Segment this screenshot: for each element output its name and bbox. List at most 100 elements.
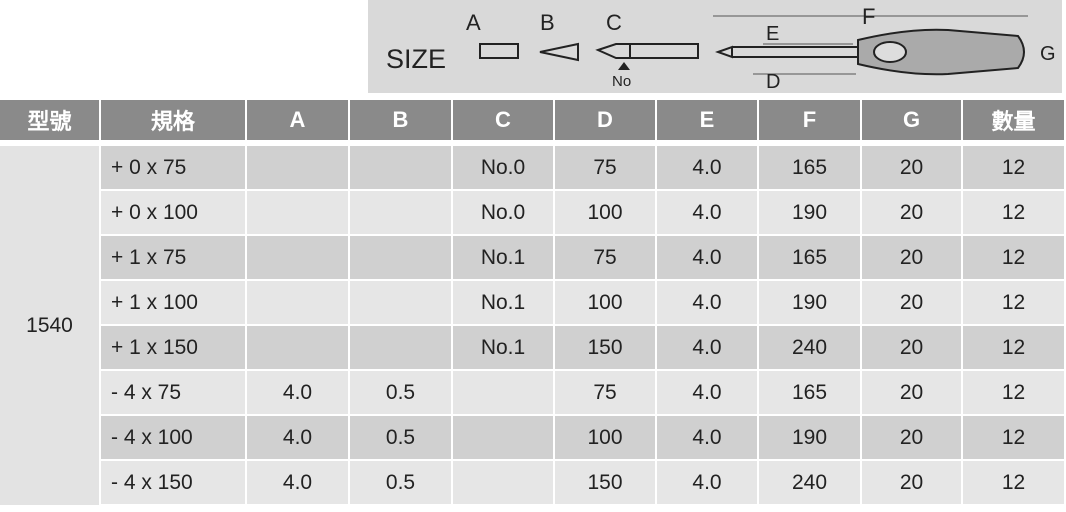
header-cell: C: [453, 100, 553, 140]
value-cell: 20: [862, 371, 961, 414]
header-cell: E: [657, 100, 757, 140]
value-cell: 12: [963, 236, 1064, 279]
value-cell: [247, 191, 348, 234]
value-cell: 12: [963, 371, 1064, 414]
value-cell: No.1: [453, 326, 553, 369]
header-cell: B: [350, 100, 451, 140]
handle: [857, 28, 1025, 76]
label-a: A: [466, 10, 481, 35]
value-cell: No.1: [453, 236, 553, 279]
value-cell: 20: [862, 146, 961, 189]
value-cell: [453, 371, 553, 414]
value-cell: 4.0: [657, 146, 757, 189]
value-cell: 100: [555, 416, 655, 459]
size-label: SIZE: [386, 44, 446, 74]
blade-b: [539, 42, 579, 62]
value-cell: 165: [759, 371, 860, 414]
label-b: B: [540, 10, 555, 35]
value-cell: 240: [759, 461, 860, 504]
label-no: No: [612, 73, 631, 90]
value-cell: [247, 146, 348, 189]
spec-cell: + 1 x 75: [101, 236, 245, 279]
header-cell: 型號: [0, 100, 99, 140]
header-cell: D: [555, 100, 655, 140]
value-cell: 190: [759, 191, 860, 234]
blade-a: [479, 43, 519, 59]
value-cell: 4.0: [657, 416, 757, 459]
value-cell: [350, 236, 451, 279]
arrow: [618, 62, 630, 70]
value-cell: 4.0: [657, 371, 757, 414]
header-cell: A: [247, 100, 348, 140]
label-e: E: [766, 23, 779, 45]
value-cell: 12: [963, 146, 1064, 189]
header-cell: G: [862, 100, 961, 140]
value-cell: 4.0: [657, 326, 757, 369]
model-cell: 1540: [0, 146, 99, 505]
value-cell: 190: [759, 416, 860, 459]
value-cell: 0.5: [350, 416, 451, 459]
spec-cell: - 4 x 150: [101, 461, 245, 504]
value-cell: 20: [862, 191, 961, 234]
value-cell: [247, 281, 348, 324]
header-cell: 數量: [963, 100, 1064, 140]
value-cell: 12: [963, 281, 1064, 324]
value-cell: 4.0: [657, 191, 757, 234]
handle-hole: [873, 41, 907, 63]
value-cell: 4.0: [247, 371, 348, 414]
value-cell: 100: [555, 191, 655, 234]
label-f: F: [862, 4, 875, 29]
value-cell: [453, 461, 553, 504]
value-cell: [247, 326, 348, 369]
value-cell: [350, 326, 451, 369]
value-cell: 20: [862, 416, 961, 459]
value-cell: 165: [759, 236, 860, 279]
header-cell: F: [759, 100, 860, 140]
value-cell: 75: [555, 236, 655, 279]
value-cell: 75: [555, 146, 655, 189]
value-cell: No.0: [453, 146, 553, 189]
spec-cell: + 0 x 100: [101, 191, 245, 234]
label-g: G: [1040, 43, 1056, 65]
value-cell: 100: [555, 281, 655, 324]
value-cell: 12: [963, 416, 1064, 459]
value-cell: 4.0: [657, 461, 757, 504]
header-cell: 規格: [101, 100, 245, 140]
value-cell: 240: [759, 326, 860, 369]
value-cell: [350, 281, 451, 324]
spec-cell: - 4 x 75: [101, 371, 245, 414]
value-cell: 0.5: [350, 371, 451, 414]
value-cell: No.1: [453, 281, 553, 324]
value-cell: [350, 146, 451, 189]
value-cell: 4.0: [657, 281, 757, 324]
value-cell: 150: [555, 326, 655, 369]
spec-cell: - 4 x 100: [101, 416, 245, 459]
value-cell: 20: [862, 236, 961, 279]
spec-cell: + 1 x 150: [101, 326, 245, 369]
value-cell: 4.0: [247, 461, 348, 504]
value-cell: 4.0: [247, 416, 348, 459]
value-cell: 165: [759, 146, 860, 189]
value-cell: 0.5: [350, 461, 451, 504]
value-cell: 12: [963, 326, 1064, 369]
value-cell: [350, 191, 451, 234]
size-diagram: SIZE A B C No F E D G: [368, 0, 1062, 93]
spec-cell: + 0 x 75: [101, 146, 245, 189]
value-cell: 20: [862, 461, 961, 504]
value-cell: 20: [862, 281, 961, 324]
label-d: D: [766, 71, 780, 93]
value-cell: [453, 416, 553, 459]
value-cell: 20: [862, 326, 961, 369]
value-cell: 12: [963, 191, 1064, 234]
value-cell: 75: [555, 371, 655, 414]
value-cell: 4.0: [657, 236, 757, 279]
label-c: C: [606, 10, 622, 35]
value-cell: No.0: [453, 191, 553, 234]
spec-cell: + 1 x 100: [101, 281, 245, 324]
value-cell: 12: [963, 461, 1064, 504]
value-cell: [247, 236, 348, 279]
tip-c: [595, 43, 699, 59]
value-cell: 150: [555, 461, 655, 504]
value-cell: 190: [759, 281, 860, 324]
